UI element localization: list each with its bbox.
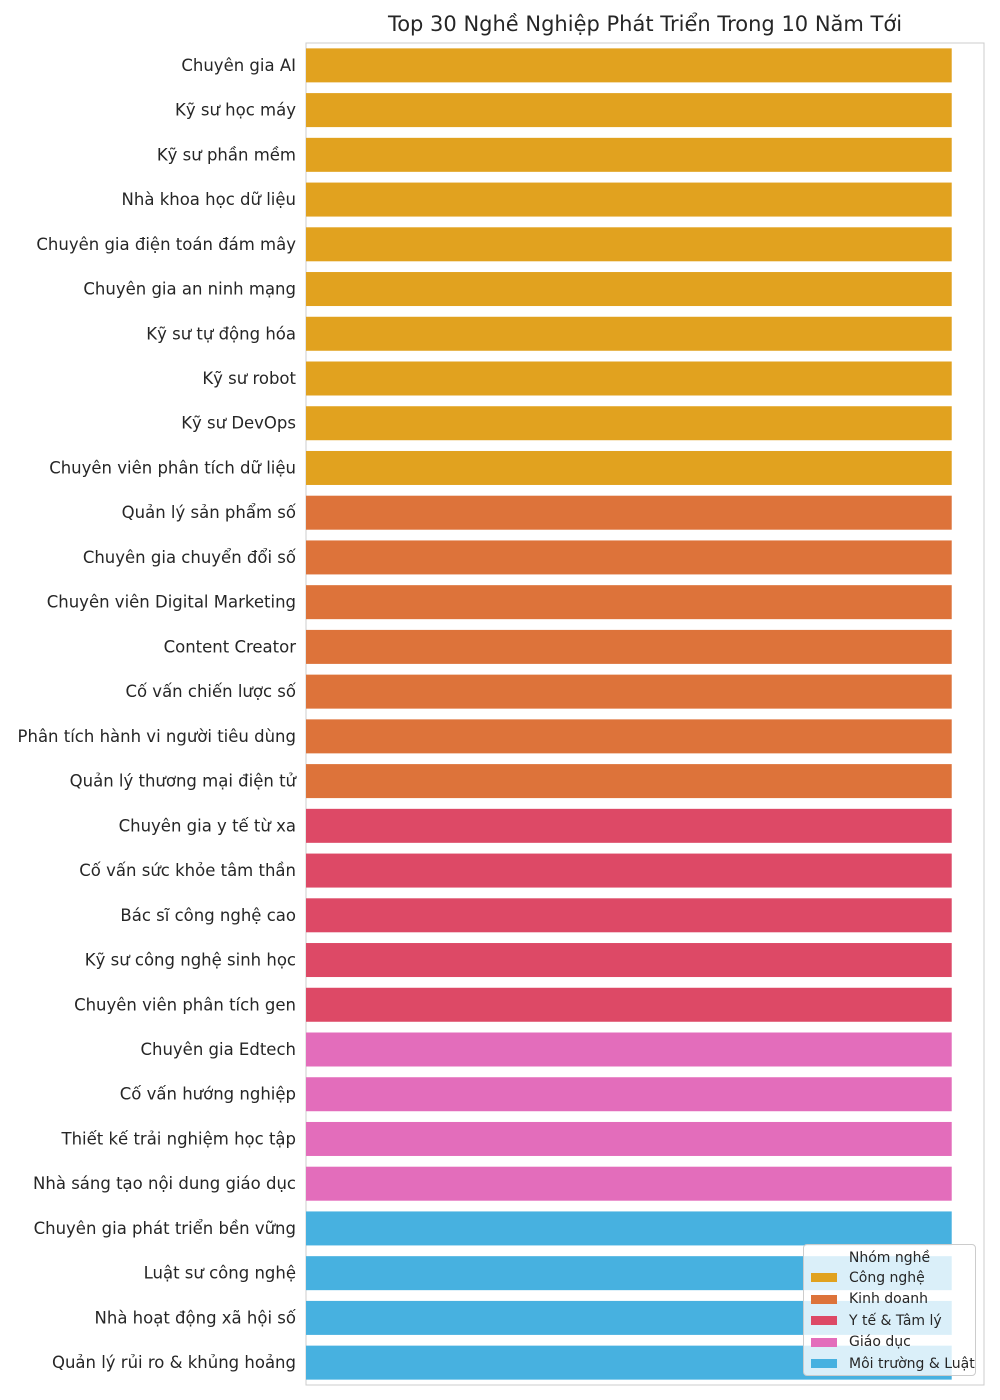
legend-label: Kinh doanh (849, 1291, 929, 1308)
bar-25 (306, 1121, 952, 1156)
y-tick-label: Chuyên gia phát triển bền vững (34, 1219, 296, 1238)
y-tick-label: Nhà khoa học dữ liệu (122, 190, 296, 209)
chart-title: Top 30 Nghề Nghiệp Phát Triển Trong 10 N… (387, 12, 903, 36)
y-tick-label: Chuyên viên Digital Marketing (47, 593, 296, 612)
legend-swatch (811, 1316, 837, 1326)
y-tick-label: Nhà hoạt động xã hội số (95, 1308, 296, 1327)
y-tick-label: Chuyên gia an ninh mạng (83, 280, 296, 299)
bar-1 (306, 48, 952, 83)
bar-11 (306, 495, 952, 530)
bar-20 (306, 898, 952, 933)
y-tick-label: Kỹ sư tự động hóa (146, 324, 296, 343)
legend-title: Nhóm nghề (848, 1250, 931, 1266)
bar-23 (306, 1032, 952, 1067)
y-tick-label: Kỹ sư robot (202, 369, 296, 388)
bar-15 (306, 674, 952, 709)
y-tick-label: Cố vấn sức khỏe tâm thần (79, 861, 296, 880)
legend-swatch (811, 1294, 837, 1304)
y-tick-label: Kỹ sư DevOps (181, 414, 296, 433)
y-tick-label: Chuyên viên phân tích dữ liệu (49, 458, 296, 477)
y-tick-label: Cố vấn chiến lược số (125, 682, 296, 701)
bar-27 (306, 1211, 952, 1246)
y-tick-label: Phân tích hành vi người tiêu dùng (18, 727, 296, 746)
y-tick-label: Kỹ sư phần mềm (157, 145, 296, 164)
y-tick-label: Chuyên gia AI (181, 56, 296, 75)
y-tick-label: Chuyên gia y tế từ xa (119, 816, 296, 835)
legend-swatch (811, 1359, 837, 1369)
bar-17 (306, 764, 952, 799)
y-tick-label: Quản lý sản phẩm số (122, 503, 296, 522)
bar-21 (306, 943, 952, 978)
bar-19 (306, 853, 952, 888)
bar-4 (306, 182, 952, 217)
y-tick-label: Chuyên gia Edtech (140, 1040, 296, 1059)
bar-7 (306, 316, 952, 351)
y-tick-label: Content Creator (164, 637, 297, 656)
bar-16 (306, 719, 952, 754)
bar-2 (306, 93, 952, 128)
bar-18 (306, 808, 952, 843)
bar-6 (306, 272, 952, 307)
y-tick-label: Quản lý thương mại điện tử (70, 772, 298, 791)
legend-item: Kinh doanh (804, 1289, 975, 1311)
bar-14 (306, 629, 952, 664)
y-tick-label: Thiết kế trải nghiệm học tập (61, 1129, 297, 1148)
bar-10 (306, 450, 952, 485)
y-tick-labels: Chuyên gia AI Kỹ sư học máy Kỹ sư phần mềm… (18, 56, 298, 1372)
legend-swatch (811, 1337, 837, 1347)
legend-label: Giáo dục (849, 1334, 911, 1351)
y-tick-label: Nhà sáng tạo nội dung giáo dục (33, 1174, 296, 1193)
legend-item: Y tế & Tâm lý (804, 1310, 975, 1332)
y-tick-label: Bác sĩ công nghệ cao (120, 906, 296, 925)
y-tick-label: Kỹ sư công nghệ sinh học (85, 951, 296, 970)
y-tick-label: Chuyên viên phân tích gen (74, 995, 296, 1014)
bar-5 (306, 227, 952, 262)
y-tick-label: Cố vấn hướng nghiệp (120, 1085, 296, 1104)
bar-8 (306, 361, 952, 396)
y-tick-label: Quản lý rủi ro & khủng hoảng (52, 1353, 296, 1372)
bar-26 (306, 1166, 952, 1201)
y-tick-label: Chuyên gia điện toán đám mây (36, 235, 296, 254)
legend-swatch (811, 1273, 837, 1283)
bar-3 (306, 137, 952, 172)
bar-9 (306, 406, 952, 441)
y-tick-label: Chuyên gia chuyển đổi số (83, 548, 296, 567)
bar-22 (306, 987, 952, 1022)
bars-layer (306, 48, 952, 1380)
legend-label: Y tế & Tâm lý (849, 1312, 942, 1329)
legend-label: Công nghệ (849, 1269, 925, 1286)
legend-item: Công nghệ (804, 1267, 975, 1289)
legend-item: Giáo dục (804, 1332, 975, 1354)
legend-label: Môi trường & Luật (849, 1355, 975, 1372)
plot-area-frame (305, 42, 985, 1386)
bar-13 (306, 585, 952, 620)
legend: Nhóm nghề Công nghệ Kinh doanh Y tế & Tâm … (803, 1244, 976, 1376)
legend-item: Môi trường & Luật (804, 1353, 975, 1375)
legend-items: Công nghệ Kinh doanh Y tế & Tâm lý Giáo dục… (804, 1267, 975, 1375)
bar-12 (306, 540, 952, 575)
y-tick-label: Kỹ sư học máy (175, 101, 296, 120)
bar-24 (306, 1077, 952, 1112)
y-tick-label: Luật sư công nghệ (144, 1264, 296, 1283)
